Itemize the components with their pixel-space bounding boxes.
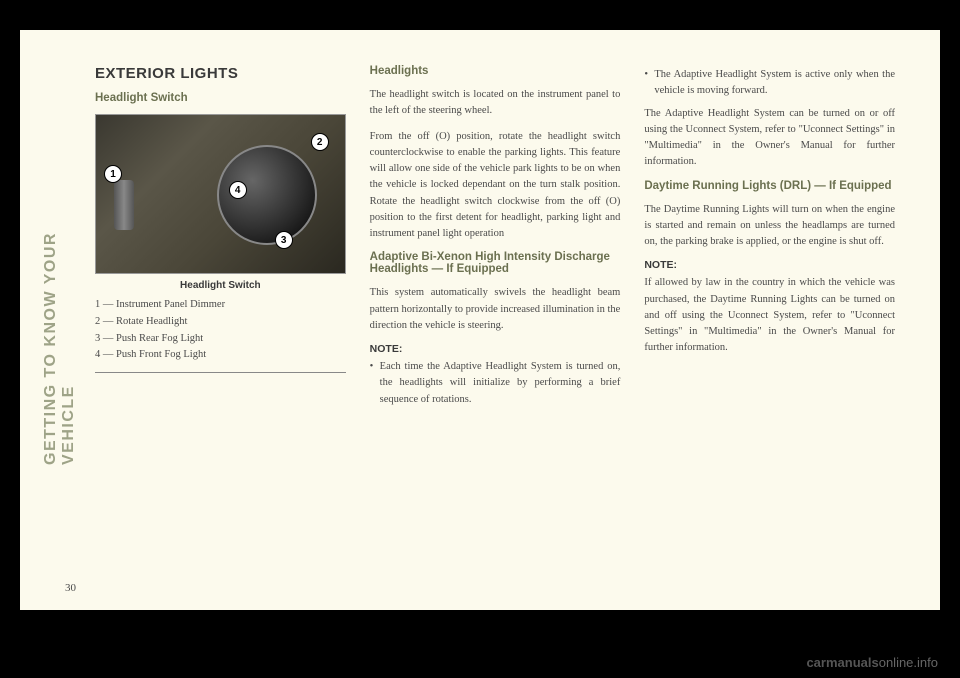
legend-item-3: 3 — Push Rear Fog Light [95, 331, 346, 348]
headlight-switch-image: 1 2 3 4 [95, 114, 346, 274]
note-label: NOTE: [370, 343, 621, 355]
body-text: From the off (O) position, rotate the he… [370, 129, 621, 243]
headlight-switch-figure: 1 2 3 4 Headlight Switch [95, 114, 346, 291]
watermark-suffix: online.info [879, 655, 938, 670]
callout-4: 4 [229, 181, 247, 199]
figure-legend: 1 — Instrument Panel Dimmer 2 — Rotate H… [95, 297, 346, 373]
column-1: EXTERIOR LIGHTS Headlight Switch 1 2 3 4… [95, 65, 346, 545]
section-side-label: GETTING TO KNOW YOUR VEHICLE [42, 175, 78, 465]
callout-1: 1 [104, 165, 122, 183]
legend-item-2: 2 — Rotate Headlight [95, 314, 346, 331]
note-bullet: The Adaptive Headlight System is active … [644, 67, 895, 100]
note-bullet: Each time the Adaptive Headlight System … [370, 359, 621, 408]
body-text: If allowed by law in the country in whic… [644, 275, 895, 356]
callout-2: 2 [311, 133, 329, 151]
callout-3: 3 [275, 231, 293, 249]
body-text: The Daytime Running Lights will turn on … [644, 202, 895, 251]
legend-item-1: 1 — Instrument Panel Dimmer [95, 297, 346, 314]
main-heading: EXTERIOR LIGHTS [95, 65, 346, 82]
column-2: Headlights The headlight switch is locat… [370, 65, 621, 545]
headlights-heading: Headlights [370, 65, 621, 77]
note-list-cont: The Adaptive Headlight System is active … [644, 67, 895, 100]
page-number: 30 [65, 582, 76, 594]
body-text: The Adaptive Headlight System can be tur… [644, 106, 895, 171]
legend-item-4: 4 — Push Front Fog Light [95, 347, 346, 364]
note-list: Each time the Adaptive Headlight System … [370, 359, 621, 408]
watermark: carmanualsonline.info [806, 655, 938, 670]
watermark-brand: carmanuals [806, 655, 878, 670]
body-text: The headlight switch is located on the i… [370, 87, 621, 120]
note-label: NOTE: [644, 259, 895, 271]
figure-caption: Headlight Switch [95, 280, 346, 291]
page-wrapper: GETTING TO KNOW YOUR VEHICLE EXTERIOR LI… [0, 0, 960, 678]
drl-heading: Daytime Running Lights (DRL) — If Equipp… [644, 180, 895, 192]
column-layout: EXTERIOR LIGHTS Headlight Switch 1 2 3 4… [95, 65, 895, 545]
headlight-switch-heading: Headlight Switch [95, 92, 346, 104]
body-text: This system automatically swivels the he… [370, 285, 621, 334]
manual-page: GETTING TO KNOW YOUR VEHICLE EXTERIOR LI… [20, 30, 940, 610]
column-3: The Adaptive Headlight System is active … [644, 65, 895, 545]
dimmer-graphic [114, 180, 134, 230]
adaptive-heading: Adaptive Bi-Xenon High Intensity Dischar… [370, 251, 621, 275]
